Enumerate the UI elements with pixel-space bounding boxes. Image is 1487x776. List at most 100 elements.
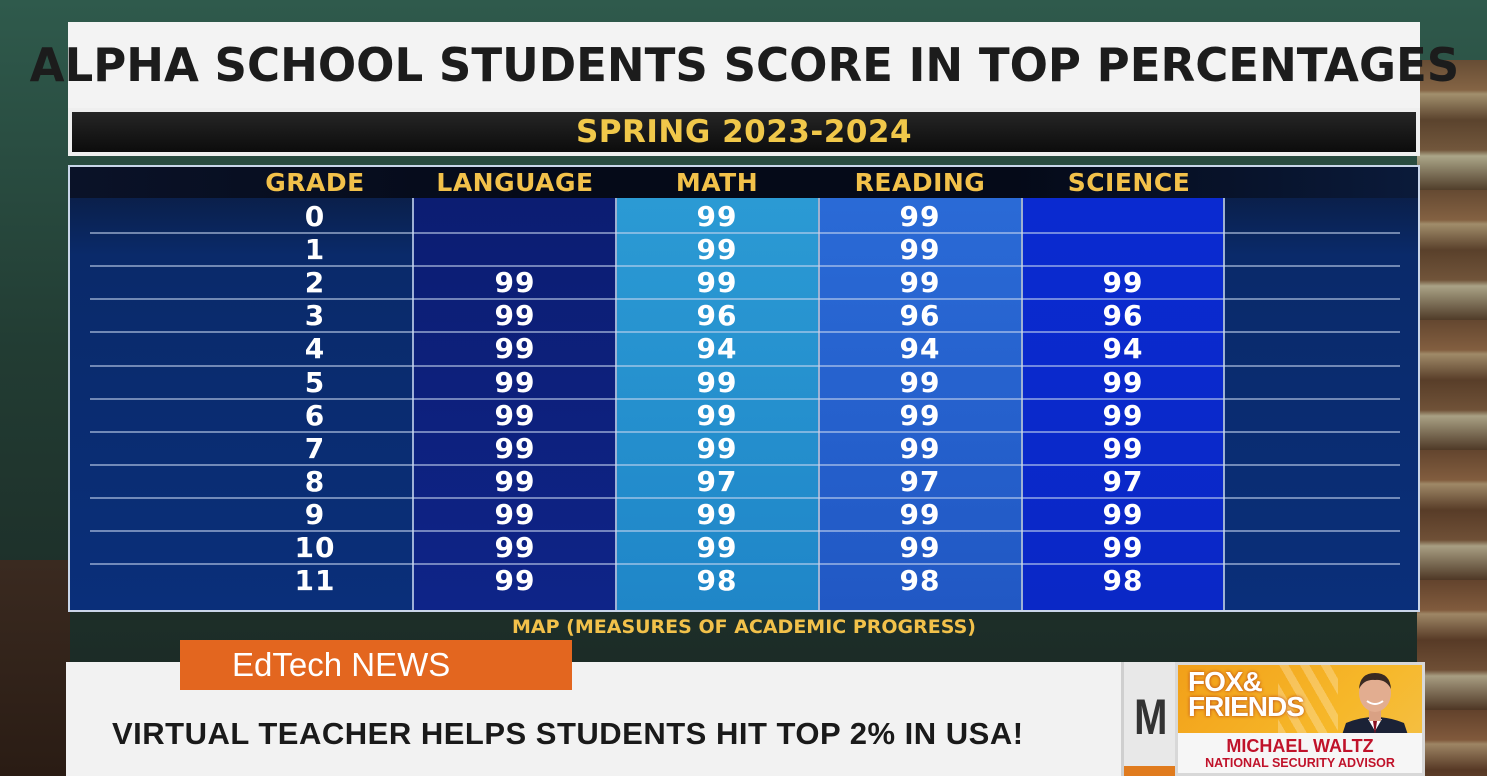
cell-grade: 5 — [304, 365, 326, 399]
table-row: 7 99 99 99 99 — [70, 432, 1418, 465]
cell-math: 99 — [696, 365, 738, 399]
table-header-strip — [70, 167, 1418, 198]
cell-science: 96 — [1102, 299, 1144, 333]
cell-reading: 99 — [899, 398, 941, 432]
cell-reading: 98 — [899, 564, 941, 598]
page-title: ALPHA SCHOOL STUDENTS SCORE IN TOP PERCE… — [29, 38, 1459, 92]
cell-language — [415, 233, 615, 266]
cell-science — [1023, 200, 1223, 233]
row-divider — [90, 331, 1400, 334]
cell-reading: 96 — [899, 299, 941, 333]
cell-science: 97 — [1102, 464, 1144, 498]
guest-name: MICHAEL WALTZ — [1226, 736, 1374, 756]
cell-science — [1023, 233, 1223, 266]
show-logo-line1: FOX& — [1188, 666, 1263, 697]
cell-math: 96 — [696, 299, 738, 333]
header-science: SCIENCE — [1067, 168, 1191, 197]
cell-grade: 6 — [304, 398, 326, 432]
cell-science: 99 — [1102, 431, 1144, 465]
cell-reading: 97 — [899, 464, 941, 498]
cell-reading: 94 — [899, 332, 941, 366]
ticker-side-box: M — [1121, 662, 1176, 776]
row-divider — [90, 430, 1400, 433]
background-bookshelf — [1417, 60, 1487, 776]
cell-language: 99 — [494, 266, 536, 300]
cell-reading: 99 — [899, 497, 941, 531]
guest-nameplate: MICHAEL WALTZ NATIONAL SECURITY ADVISOR — [1178, 733, 1422, 773]
cell-reading: 99 — [899, 531, 941, 564]
cell-reading: 99 — [899, 431, 941, 465]
title-bar: ALPHA SCHOOL STUDENTS SCORE IN TOP PERCE… — [29, 22, 1459, 108]
column-divider — [615, 198, 617, 610]
cell-science: 99 — [1102, 497, 1144, 531]
cell-reading: 99 — [899, 266, 941, 300]
ticker-badge: EdTech NEWS — [180, 640, 572, 690]
cell-science: 99 — [1102, 266, 1144, 300]
table-row: 1 99 99 — [70, 233, 1418, 266]
table-row: 2 99 99 99 99 — [70, 266, 1418, 299]
cell-grade: 7 — [304, 431, 326, 465]
show-logo: FOX& FRIENDS — [1188, 666, 1305, 721]
cell-language: 99 — [494, 365, 536, 399]
table-row: 3 99 96 96 96 — [70, 299, 1418, 332]
row-divider — [90, 364, 1400, 367]
cell-language: 99 — [494, 299, 536, 333]
header-reading: READING — [854, 168, 986, 197]
cell-science: 98 — [1102, 564, 1144, 598]
cell-language: 99 — [494, 398, 536, 432]
table-row: 5 99 99 99 99 — [70, 366, 1418, 399]
header-grade: GRADE — [265, 168, 365, 197]
cell-math: 94 — [696, 332, 738, 366]
table-row: 4 99 94 94 94 — [70, 332, 1418, 365]
cell-math: 97 — [696, 464, 738, 498]
row-divider — [90, 463, 1400, 466]
cell-science: 99 — [1102, 531, 1144, 564]
ticker-partial-letter: M — [1134, 689, 1168, 745]
cell-reading: 99 — [899, 233, 941, 267]
row-divider — [90, 563, 1400, 566]
table-row: 0 99 99 — [70, 200, 1418, 233]
row-divider — [90, 530, 1400, 532]
cell-language — [415, 200, 615, 233]
header-math: MATH — [675, 168, 759, 197]
cell-science: 99 — [1102, 365, 1144, 399]
row-divider — [90, 496, 1400, 499]
cell-reading: 99 — [899, 365, 941, 399]
row-divider — [90, 265, 1400, 268]
subtitle-strip: SPRING 2023-2024 — [72, 112, 1416, 152]
table-row: 11 99 98 98 98 — [70, 564, 1418, 597]
subtitle: SPRING 2023-2024 — [575, 114, 913, 150]
cell-grade: 11 — [294, 564, 336, 598]
scores-table: GRADE LANGUAGE MATH READING SCIENCE 0 99 9… — [68, 165, 1420, 612]
cell-grade: 0 — [304, 200, 326, 233]
guest-avatar — [1340, 673, 1410, 741]
cell-math: 99 — [696, 431, 738, 465]
subtitle-bar: SPRING 2023-2024 — [68, 108, 1420, 156]
column-divider — [1021, 198, 1023, 610]
cell-language: 99 — [494, 531, 536, 564]
table-row: 6 99 99 99 99 — [70, 399, 1418, 432]
cell-math: 98 — [696, 564, 738, 598]
cell-reading: 99 — [899, 200, 941, 233]
cell-math: 99 — [696, 266, 738, 300]
cell-math: 99 — [696, 233, 738, 267]
cell-grade: 1 — [304, 233, 326, 267]
cell-grade: 4 — [304, 332, 326, 366]
ticker-side-bar — [1124, 766, 1176, 776]
row-divider — [90, 298, 1400, 301]
row-divider — [90, 232, 1400, 235]
ticker-badge-label: EdTech NEWS — [232, 646, 451, 683]
cell-language: 99 — [494, 564, 536, 598]
cell-math: 99 — [696, 200, 738, 233]
cell-grade: 2 — [304, 266, 326, 300]
column-divider — [412, 198, 414, 610]
cell-grade: 3 — [304, 299, 326, 333]
cell-math: 99 — [696, 531, 738, 564]
cell-language: 99 — [494, 332, 536, 366]
table-caption: MAP (MEASURES OF ACADEMIC PROGRESS) — [512, 616, 976, 638]
cell-grade: 8 — [304, 464, 326, 498]
cell-language: 99 — [494, 431, 536, 465]
logo-stripes — [1278, 665, 1338, 735]
guest-role: NATIONAL SECURITY ADVISOR — [1205, 756, 1395, 770]
cell-math: 99 — [696, 497, 738, 531]
